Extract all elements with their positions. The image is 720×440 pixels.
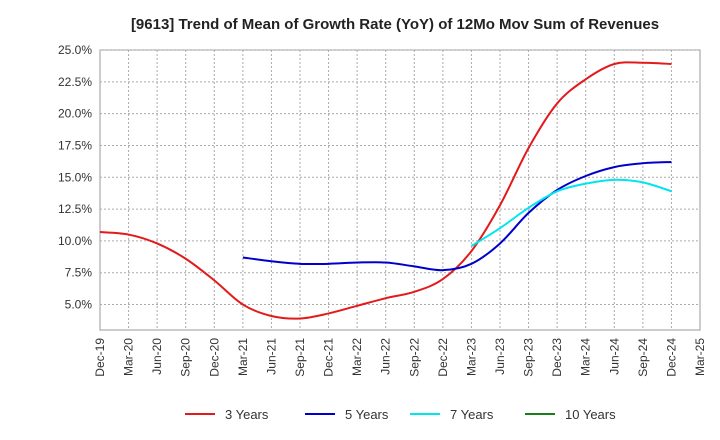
y-tick-label: 10.0% bbox=[58, 234, 92, 248]
x-axis-ticks: Dec-19 Mar-20 Jun-20 Sep-20 Dec-20 Mar-21 Jun-… bbox=[93, 338, 707, 377]
y-tick-label: 5.0% bbox=[65, 298, 93, 312]
legend-label: 5 Years bbox=[345, 407, 389, 422]
x-tick-label: Jun-21 bbox=[264, 338, 278, 375]
x-tick-label: Jun-24 bbox=[607, 338, 621, 375]
y-tick-label: 20.0% bbox=[58, 107, 92, 121]
legend-label: 3 Years bbox=[225, 407, 269, 422]
y-tick-label: 7.5% bbox=[65, 266, 93, 280]
x-tick-label: Dec-23 bbox=[550, 338, 564, 377]
x-tick-label: Mar-25 bbox=[693, 338, 707, 376]
legend-label: 10 Years bbox=[565, 407, 616, 422]
x-tick-label: Jun-20 bbox=[150, 338, 164, 375]
x-tick-label: Sep-20 bbox=[179, 338, 193, 377]
legend-label: 7 Years bbox=[450, 407, 494, 422]
x-tick-label: Mar-22 bbox=[350, 338, 364, 376]
x-tick-label: Mar-24 bbox=[579, 338, 593, 376]
x-tick-label: Sep-23 bbox=[522, 338, 536, 377]
gridlines bbox=[100, 49, 700, 330]
x-tick-label: Dec-21 bbox=[322, 338, 336, 377]
series-line-1 bbox=[99, 61, 672, 320]
x-tick-label: Mar-20 bbox=[122, 338, 136, 376]
x-tick-label: Dec-22 bbox=[436, 338, 450, 377]
x-tick-label: Mar-23 bbox=[464, 338, 478, 376]
series-lines bbox=[99, 61, 672, 320]
x-tick-label: Jun-23 bbox=[493, 338, 507, 375]
y-tick-label: 12.5% bbox=[58, 202, 92, 216]
x-tick-label: Dec-20 bbox=[207, 338, 221, 377]
chart-title: [9613] Trend of Mean of Growth Rate (YoY… bbox=[131, 16, 659, 33]
x-tick-label: Sep-24 bbox=[636, 338, 650, 377]
legend: 3 Years 5 Years 7 Years 10 Years bbox=[185, 407, 616, 422]
y-tick-label: 22.5% bbox=[58, 75, 92, 89]
series-line-3 bbox=[470, 178, 672, 247]
x-tick-label: Sep-21 bbox=[293, 338, 307, 377]
plot-area bbox=[99, 49, 701, 331]
x-tick-label: Mar-21 bbox=[236, 338, 250, 376]
y-tick-label: 15.0% bbox=[58, 170, 92, 184]
x-tick-label: Jun-22 bbox=[379, 338, 393, 375]
x-tick-label: Dec-24 bbox=[664, 338, 678, 377]
x-tick-label: Dec-19 bbox=[93, 338, 107, 377]
y-axis-ticks: 5.0% 7.5% 10.0% 12.5% 15.0% 17.5% 20.0% 22.5% 25… bbox=[58, 43, 92, 312]
y-tick-label: 17.5% bbox=[58, 138, 92, 152]
y-tick-label: 25.0% bbox=[58, 43, 92, 57]
x-tick-label: Sep-22 bbox=[407, 338, 421, 377]
series-line-2 bbox=[242, 161, 672, 272]
